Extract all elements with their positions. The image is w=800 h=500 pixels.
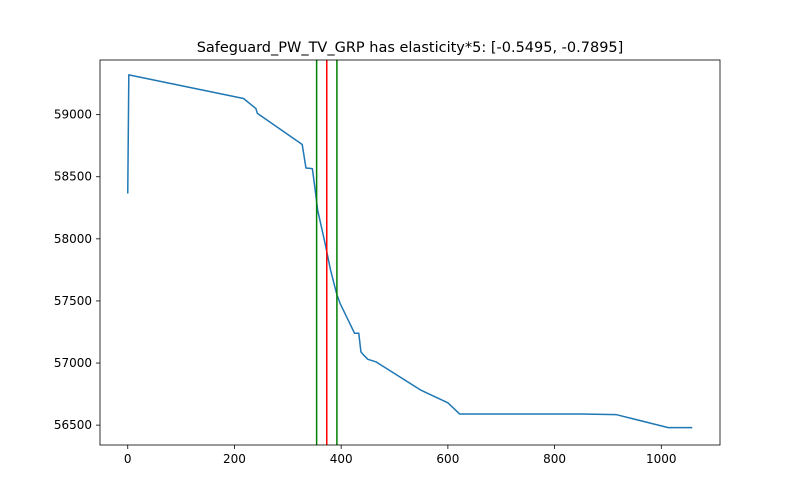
y-tick-label: 59000 xyxy=(54,108,92,122)
x-tick-label: 600 xyxy=(436,452,459,466)
x-tick-label: 200 xyxy=(223,452,246,466)
y-tick-label: 58500 xyxy=(54,170,92,184)
y-tick-label: 57500 xyxy=(54,294,92,308)
y-tick-label: 57000 xyxy=(54,356,92,370)
x-tick-label: 0 xyxy=(124,452,132,466)
y-tick-label: 58000 xyxy=(54,232,92,246)
plot-frame xyxy=(99,59,721,446)
axes-area: 0 200 400 600 800 1000 56500 57000 57500 58000 585… xyxy=(54,59,721,466)
x-tick-label: 1000 xyxy=(646,452,677,466)
x-tick-label: 400 xyxy=(330,452,353,466)
y-tick-label: 56500 xyxy=(54,418,92,432)
x-tick-label: 800 xyxy=(543,452,566,466)
chart-title: Safeguard_PW_TV_GRP has elasticity*5: [-… xyxy=(197,40,624,56)
series-line-0 xyxy=(127,74,693,429)
